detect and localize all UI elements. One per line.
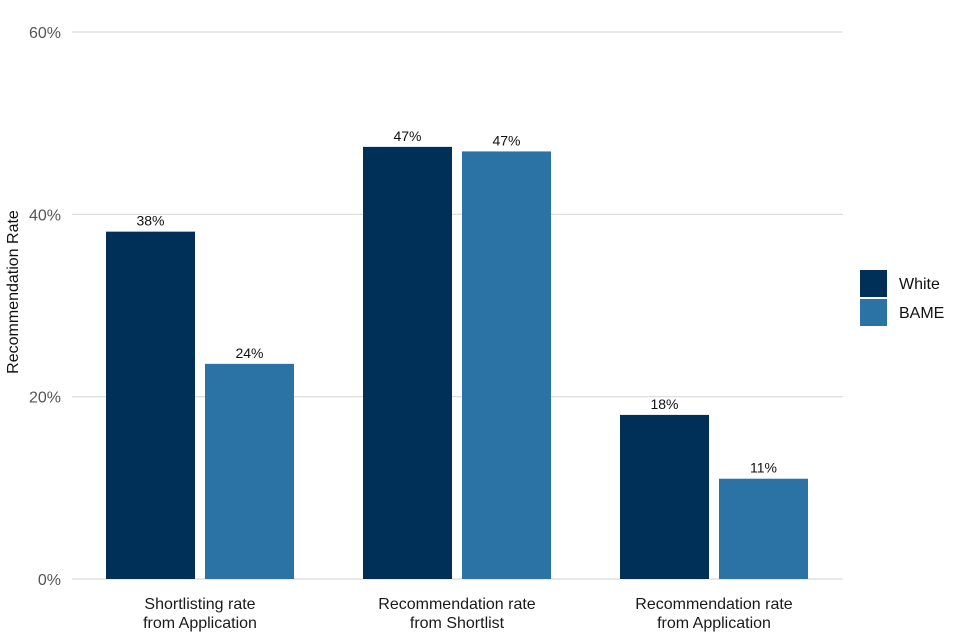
bar-bame-1 — [462, 151, 551, 579]
legend-label: BAME — [899, 305, 944, 322]
data-label: 11% — [750, 460, 777, 476]
data-label: 47% — [492, 132, 520, 148]
x-category-label: Recommendation rate from Shortlist — [378, 596, 536, 632]
data-label: 38% — [136, 213, 164, 229]
y-tick-label: 20% — [29, 390, 61, 407]
y-tick-label: 60% — [29, 25, 61, 42]
legend-item-bame: BAME — [860, 299, 944, 326]
legend-swatch — [860, 299, 887, 326]
x-category-label: Recommendation rate from Application — [635, 596, 793, 632]
x-axis-categories: Shortlisting rate from Application Recomme… — [143, 596, 793, 632]
legend-swatch — [860, 270, 887, 297]
data-label: 47% — [393, 128, 421, 144]
x-category-label: Shortlisting rate from Application — [143, 596, 257, 632]
y-tick-label: 40% — [29, 207, 61, 224]
data-labels: 38% 47% 18% 24% 47% 11% — [136, 128, 777, 476]
y-axis-title: Recommendation Rate — [5, 210, 22, 374]
bar-white-0 — [106, 231, 195, 579]
legend: White BAME — [860, 270, 944, 326]
bar-white-1 — [363, 146, 452, 579]
gridlines — [72, 31, 843, 580]
data-label: 24% — [235, 345, 263, 361]
data-label: 18% — [650, 396, 678, 412]
legend-item-white: White — [860, 270, 940, 297]
bar-bame-2 — [719, 478, 808, 579]
y-tick-label: 0% — [38, 572, 61, 589]
bar-white-2 — [620, 414, 709, 579]
y-axis-ticks: 0% 20% 40% 60% — [29, 25, 61, 589]
legend-label: White — [899, 276, 940, 293]
bar-bame-0 — [205, 363, 294, 579]
bars — [106, 146, 808, 579]
